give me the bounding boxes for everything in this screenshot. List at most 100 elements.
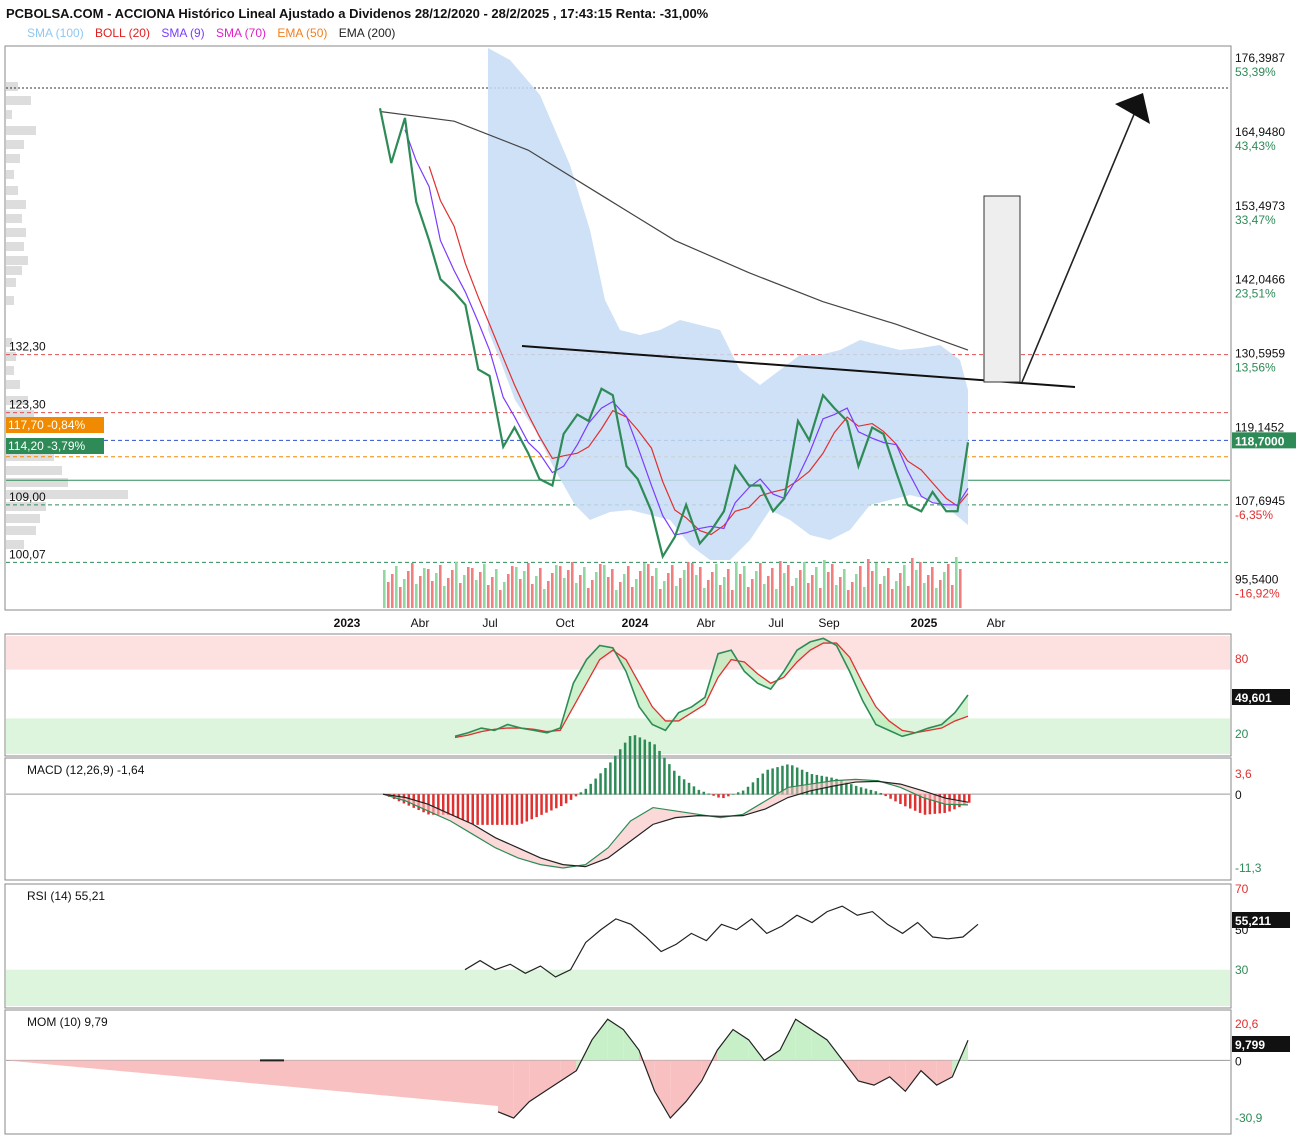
mom-level-top: 20,6 <box>1235 1017 1259 1031</box>
macd-histogram-bar <box>618 749 622 795</box>
macd-histogram-bar <box>864 788 868 795</box>
macd-histogram-bar <box>486 794 489 825</box>
y-tick-label: 142,0466 <box>1235 273 1285 287</box>
volume-profile-bar <box>6 478 68 487</box>
volume-bar <box>491 577 494 608</box>
level-label: 109,00 <box>9 490 46 504</box>
volume-profile-bar <box>6 526 36 535</box>
volume-bar <box>751 579 754 608</box>
y-tick-label: 153,4973 <box>1235 199 1285 213</box>
macd-histogram-bar <box>933 794 937 814</box>
volume-bar <box>547 581 550 608</box>
volume-bar <box>735 562 738 608</box>
mom-area-segment <box>498 1060 514 1119</box>
y-tick-pct: 13,56% <box>1235 361 1276 375</box>
volume-profile-bar <box>6 366 14 375</box>
legend-sma9[interactable]: SMA (9) <box>161 26 205 40</box>
current-price-label: 118,7000 <box>1235 434 1285 448</box>
chart-title: PCBOLSA.COM - ACCIONA Histórico Lineal A… <box>6 6 709 21</box>
macd-histogram-bar <box>520 794 524 824</box>
volume-bar <box>719 585 722 608</box>
volume-bar <box>507 574 510 608</box>
volume-bar <box>887 568 890 608</box>
volume-bar <box>407 571 410 608</box>
volume-bar <box>863 587 866 608</box>
volume-bar <box>747 587 750 608</box>
volume-bar <box>431 581 434 608</box>
macd-histogram-bar <box>963 794 966 805</box>
volume-bar <box>495 569 498 608</box>
x-tick-label: Jul <box>482 616 497 630</box>
macd-histogram-bar <box>722 794 725 799</box>
x-tick-label: Sep <box>818 616 840 630</box>
macd-histogram-bar <box>781 765 784 795</box>
indicator-panel-frame <box>4 883 1232 1009</box>
volume-profile-bar <box>6 266 22 275</box>
sto-current-label: 49,601 <box>1235 691 1272 705</box>
volume-bar <box>451 570 454 608</box>
volume-bar <box>559 566 562 608</box>
volume-bar <box>727 569 730 608</box>
volume-bar <box>403 579 406 608</box>
volume-profile-bar <box>6 502 46 511</box>
macd-histogram-bar <box>471 794 474 825</box>
volume-bar <box>867 559 870 608</box>
volume-bar <box>551 573 554 608</box>
macd-histogram-bar <box>653 744 656 795</box>
volume-bar <box>459 583 462 608</box>
volume-bar <box>959 569 962 608</box>
y-tick-label: 130,5959 <box>1235 347 1285 361</box>
y-tick-pct: 53,39% <box>1235 65 1276 79</box>
y-tick-label: 107,6945 <box>1235 494 1285 508</box>
legend-sma100[interactable]: SMA (100) <box>27 26 84 40</box>
volume-bar <box>571 562 574 608</box>
mom-area-segment <box>858 1060 874 1086</box>
macd-histogram-bar <box>692 786 696 795</box>
indicator-legend: SMA (100) BOLL (20) SMA (9) SMA (70) EMA… <box>27 26 403 40</box>
volume-bar <box>487 585 490 608</box>
volume-bar <box>619 582 622 608</box>
mom-area-segment <box>811 1029 827 1061</box>
volume-bar <box>815 567 818 608</box>
macd-histogram-bar <box>840 780 843 795</box>
macd-histogram-bar <box>741 790 745 795</box>
macd-histogram-bar <box>579 792 583 795</box>
volume-profile-bar <box>6 214 22 223</box>
legend-ema200[interactable]: EMA (200) <box>338 26 396 40</box>
volume-bar <box>603 565 606 608</box>
rsi-current-label: 55,211 <box>1235 914 1271 928</box>
macd-histogram-bar <box>923 794 927 815</box>
macd-histogram-bar <box>869 789 873 795</box>
legend-boll20[interactable]: BOLL (20) <box>95 26 150 40</box>
macd-histogram-bar <box>795 767 799 795</box>
legend-sma70[interactable]: SMA (70) <box>216 26 267 40</box>
macd-histogram-bar <box>874 791 878 795</box>
macd-histogram-bar <box>859 787 863 795</box>
legend-ema50[interactable]: EMA (50) <box>277 26 328 40</box>
volume-bar <box>463 575 466 608</box>
macd-histogram-bar <box>894 794 897 802</box>
macd-histogram-bar <box>845 782 848 795</box>
volume-bar <box>455 562 458 608</box>
volume-bar <box>819 588 822 608</box>
volume-bar <box>939 580 942 608</box>
volume-bar <box>595 572 598 608</box>
macd-histogram-bar <box>446 794 450 815</box>
volume-bar <box>715 564 718 608</box>
rsi-line <box>464 905 979 978</box>
volume-bar <box>695 575 698 608</box>
volume-bar <box>927 575 930 608</box>
volume-bar <box>791 586 794 608</box>
boll-mid-line <box>428 166 969 536</box>
volume-bar <box>671 565 674 608</box>
volume-bar <box>627 566 630 608</box>
volume-bar <box>651 576 654 608</box>
volume-bar <box>779 561 782 608</box>
macd-histogram-bar <box>854 785 858 795</box>
macd-histogram-bar <box>594 778 597 795</box>
macd-histogram-bar <box>535 794 538 818</box>
ema200-line <box>379 110 969 351</box>
volume-bar <box>683 570 686 608</box>
target-box <box>983 195 1021 383</box>
sto-d-line <box>454 642 969 739</box>
